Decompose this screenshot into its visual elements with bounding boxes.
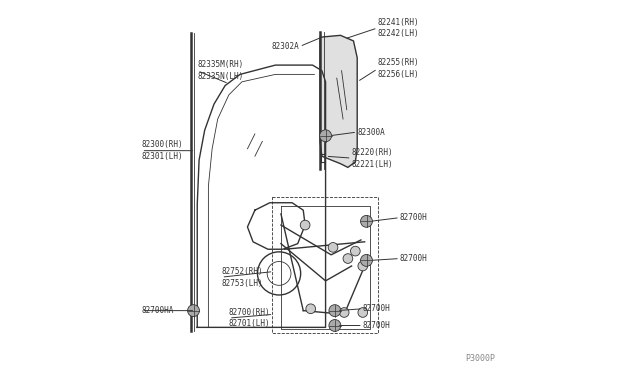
- Circle shape: [329, 320, 341, 331]
- Circle shape: [329, 305, 341, 317]
- Circle shape: [328, 243, 338, 252]
- Text: 82300A: 82300A: [357, 128, 385, 137]
- Text: 82752(RH)
82753(LH): 82752(RH) 82753(LH): [221, 267, 263, 288]
- Polygon shape: [320, 35, 357, 167]
- Circle shape: [300, 220, 310, 230]
- Circle shape: [351, 246, 360, 256]
- Text: 82700(RH)
82701(LH): 82700(RH) 82701(LH): [229, 308, 271, 328]
- Circle shape: [306, 304, 316, 314]
- Text: 82302A: 82302A: [272, 42, 300, 51]
- Text: 82335M(RH)
82335N(LH): 82335M(RH) 82335N(LH): [197, 60, 243, 81]
- Circle shape: [358, 308, 367, 317]
- Text: 82220(RH)
82221(LH): 82220(RH) 82221(LH): [351, 148, 393, 169]
- Circle shape: [343, 254, 353, 263]
- Text: 82241(RH)
82242(LH): 82241(RH) 82242(LH): [378, 17, 419, 38]
- Text: 82700H: 82700H: [400, 213, 428, 222]
- Text: P3000P: P3000P: [465, 355, 495, 363]
- Text: 82700H: 82700H: [363, 304, 390, 313]
- Circle shape: [339, 308, 349, 317]
- Text: 82700H: 82700H: [400, 254, 428, 263]
- Text: 82255(RH)
82256(LH): 82255(RH) 82256(LH): [378, 58, 419, 79]
- Circle shape: [319, 130, 332, 142]
- Text: 82700HA: 82700HA: [141, 306, 174, 315]
- Circle shape: [360, 254, 372, 266]
- Circle shape: [188, 305, 200, 317]
- Circle shape: [360, 215, 372, 227]
- Text: 82300(RH)
82301(LH): 82300(RH) 82301(LH): [141, 140, 183, 161]
- Circle shape: [358, 261, 367, 271]
- Text: 82700H: 82700H: [363, 321, 390, 330]
